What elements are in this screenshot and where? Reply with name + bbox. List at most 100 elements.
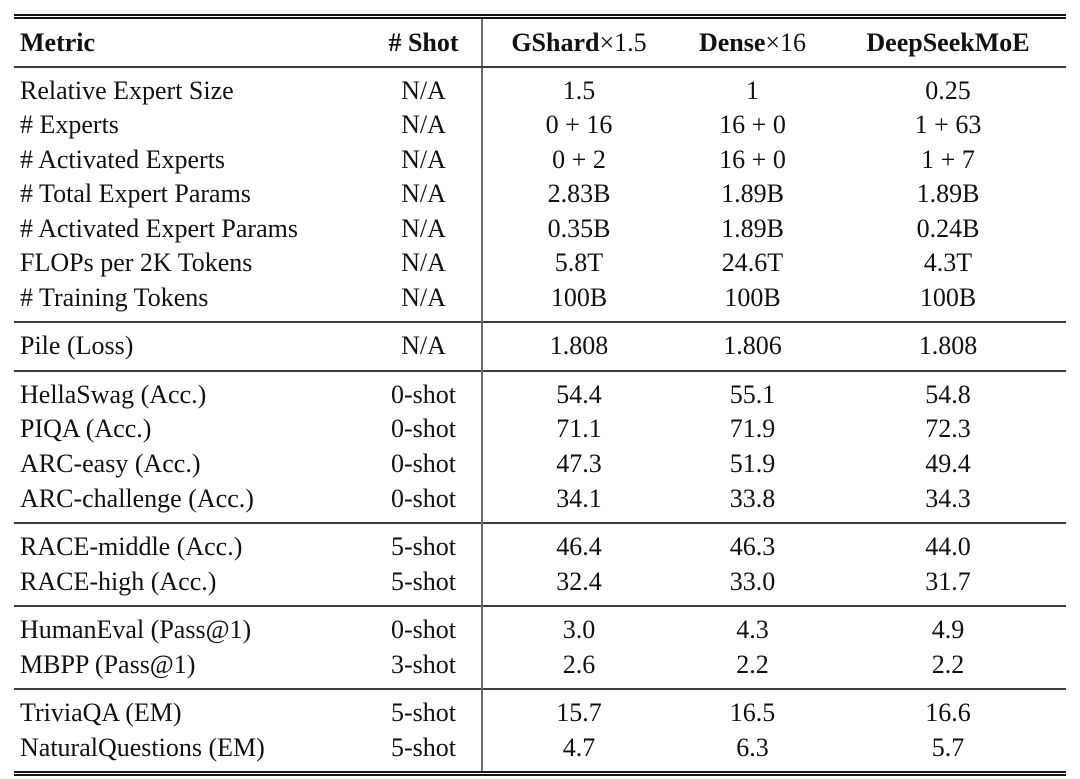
- value-cell: 2.83B: [481, 177, 675, 212]
- metric-cell: PIQA (Acc.): [20, 414, 152, 444]
- value-cell: 0.25: [925, 75, 971, 105]
- value-cell: 100B: [481, 280, 675, 323]
- value-cell: 46.4: [481, 523, 675, 565]
- value-cell: 71.9: [729, 414, 776, 444]
- column-header-scale: ×1.5: [599, 28, 647, 57]
- table-row: ARC-easy (Acc.) 0-shot 47.3 51.9 49.4: [14, 447, 1066, 482]
- shot-cell: N/A: [401, 331, 446, 361]
- shot-cell: 5-shot: [391, 566, 456, 596]
- value-cell: 72.3: [925, 414, 971, 444]
- shot-cell: 5-shot: [391, 732, 456, 762]
- value-cell: 1.89B: [916, 179, 980, 209]
- table-section-5: HumanEval (Pass@1) 0-shot 3.0 4.3 4.9 MBPP (P…: [14, 606, 1066, 690]
- value-cell: 4.7: [481, 730, 675, 774]
- metric-cell: FLOPs per 2K Tokens: [20, 248, 253, 278]
- value-cell: 33.8: [729, 483, 776, 513]
- value-cell: 47.3: [481, 447, 675, 482]
- table-row: # Activated Experts N/A 0 + 2 16 + 0 1 + 7: [14, 142, 1066, 178]
- value-cell: 33.0: [729, 566, 776, 596]
- table-row: FLOPs per 2K Tokens N/A 5.8T 24.6T 4.3T: [14, 246, 1066, 281]
- value-cell: 1.5: [481, 66, 675, 109]
- value-cell: 16 + 0: [719, 144, 786, 174]
- column-header-scale: ×16: [765, 28, 807, 57]
- column-header-deepseekmoe: DeepSeekMoE: [830, 16, 1066, 68]
- value-cell: 55.1: [729, 379, 776, 409]
- value-cell: 4.9: [931, 615, 965, 645]
- value-cell: 5.7: [931, 732, 965, 762]
- column-header-label: Dense: [698, 28, 766, 57]
- value-cell: 16.5: [729, 698, 776, 728]
- value-cell: 46.3: [729, 532, 776, 562]
- column-header-label: DeepSeekMoE: [866, 28, 1030, 57]
- value-cell: 54.8: [925, 379, 971, 409]
- value-cell: 100B: [724, 282, 781, 312]
- metric-cell: # Training Tokens: [20, 282, 209, 312]
- value-cell: 6.3: [736, 732, 769, 762]
- column-header-metric: Metric: [14, 16, 366, 68]
- table-section-6: TriviaQA (EM) 5-shot 15.7 16.5 16.6 NaturalQu…: [14, 689, 1066, 774]
- table-row: ARC-challenge (Acc.) 0-shot 34.1 33.8 34.3: [14, 481, 1066, 524]
- table-row: NaturalQuestions (EM) 5-shot 4.7 6.3 5.7: [14, 730, 1066, 774]
- shot-cell: N/A: [401, 110, 446, 140]
- metric-cell: # Experts: [20, 110, 119, 140]
- metric-cell: NaturalQuestions (EM): [20, 732, 265, 762]
- shot-cell: N/A: [401, 144, 446, 174]
- value-cell: 3.0: [481, 606, 675, 648]
- table-row: Pile (Loss) N/A 1.808 1.806 1.808: [14, 322, 1066, 371]
- metric-cell: TriviaQA (EM): [20, 698, 182, 728]
- shot-cell: 0-shot: [391, 449, 456, 479]
- value-cell: 54.4: [481, 370, 675, 413]
- value-cell: 1.808: [481, 322, 675, 371]
- column-header-label: GShard: [511, 28, 600, 57]
- shot-cell: 3-shot: [391, 649, 456, 679]
- table-row: RACE-high (Acc.) 5-shot 32.4 33.0 31.7: [14, 564, 1066, 607]
- table-row: # Total Expert Params N/A 2.83B 1.89B 1.89B: [14, 177, 1066, 212]
- shot-cell: N/A: [401, 179, 446, 209]
- value-cell: 1: [746, 75, 759, 105]
- table-row: RACE-middle (Acc.) 5-shot 46.4 46.3 44.0: [14, 523, 1066, 565]
- value-cell: 2.2: [931, 649, 965, 679]
- table-section-1: Relative Expert Size N/A 1.5 1 0.25 # Experts…: [14, 66, 1066, 323]
- table-row: # Activated Expert Params N/A 0.35B 1.89B 0.…: [14, 211, 1066, 247]
- value-cell: 4.3T: [923, 248, 973, 278]
- metric-cell: # Total Expert Params: [20, 179, 251, 209]
- metric-cell: ARC-easy (Acc.): [20, 449, 201, 479]
- value-cell: 1.808: [918, 331, 978, 361]
- column-header-dense: Dense×16: [675, 16, 830, 68]
- metric-cell: RACE-high (Acc.): [20, 566, 217, 596]
- value-cell: 15.7: [481, 689, 675, 731]
- shot-cell: 0-shot: [391, 414, 456, 444]
- value-cell: 34.1: [481, 481, 675, 524]
- value-cell: 0 + 2: [481, 142, 675, 178]
- shot-cell: N/A: [401, 75, 446, 105]
- value-cell: 2.6: [481, 647, 675, 690]
- value-cell: 5.8T: [481, 246, 675, 281]
- table-row: MBPP (Pass@1) 3-shot 2.6 2.2 2.2: [14, 647, 1066, 690]
- table-section-2: Pile (Loss) N/A 1.808 1.806 1.808: [14, 322, 1066, 371]
- shot-cell: N/A: [401, 213, 446, 243]
- table-row: TriviaQA (EM) 5-shot 15.7 16.5 16.6: [14, 689, 1066, 731]
- value-cell: 44.0: [925, 532, 971, 562]
- metric-cell: Pile (Loss): [20, 331, 134, 361]
- column-header-label: # Shot: [388, 28, 459, 57]
- value-cell: 51.9: [729, 449, 776, 479]
- value-cell: 0.24B: [916, 213, 980, 243]
- value-cell: 100B: [919, 282, 977, 312]
- table-section-4: RACE-middle (Acc.) 5-shot 46.4 46.3 44.0 RACE…: [14, 523, 1066, 607]
- column-header-shot: # Shot: [366, 16, 482, 68]
- metric-cell: # Activated Experts: [20, 144, 226, 174]
- shot-cell: 5-shot: [391, 698, 456, 728]
- value-cell: 16 + 0: [719, 110, 786, 140]
- table-row: HumanEval (Pass@1) 0-shot 3.0 4.3 4.9: [14, 606, 1066, 648]
- value-cell: 1.806: [723, 331, 782, 361]
- value-cell: 16.6: [925, 698, 971, 728]
- shot-cell: 5-shot: [391, 532, 456, 562]
- value-cell: 32.4: [481, 564, 675, 607]
- value-cell: 0 + 16: [481, 108, 675, 143]
- metric-cell: RACE-middle (Acc.): [20, 532, 243, 562]
- metric-cell: HellaSwag (Acc.): [20, 379, 207, 409]
- shot-cell: 0-shot: [391, 615, 456, 645]
- value-cell: 1.89B: [721, 179, 784, 209]
- table-header: Metric # Shot GShard×1.5 Dense×16 DeepSe…: [14, 16, 1066, 68]
